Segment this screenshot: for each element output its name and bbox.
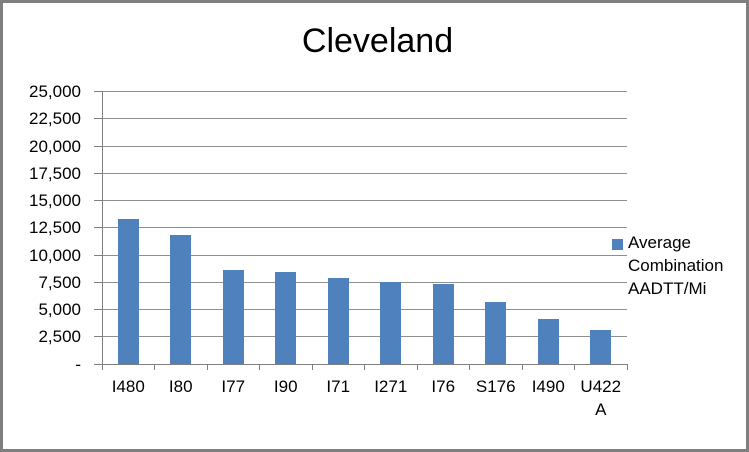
y-axis-tick-label: 15,000	[29, 191, 81, 210]
bar-i77	[222, 270, 244, 364]
gridline	[102, 254, 627, 256]
y-axis-tick-label: 2,500	[38, 327, 81, 347]
bar-i80	[170, 235, 192, 364]
y-axis-tick-label: 20,000	[29, 136, 81, 156]
x-axis-tick	[469, 364, 470, 370]
chart-title: Cleveland	[301, 22, 454, 60]
x-axis-category-label: I77	[221, 377, 246, 396]
y-axis-tick	[94, 309, 102, 310]
bar-i480	[117, 219, 139, 364]
y-axis-tick	[94, 91, 102, 92]
x-axis-tick	[154, 364, 155, 370]
y-axis-tick	[94, 227, 102, 229]
gridline	[102, 118, 627, 120]
x-axis-tick	[574, 364, 575, 370]
y-axis-tick-label: 12,500	[29, 218, 81, 238]
x-axis-tick	[626, 364, 628, 370]
y-axis-tick-label: 17,500	[29, 163, 81, 183]
bar-s176	[485, 302, 507, 364]
gridline	[102, 336, 627, 338]
bar-i76	[432, 284, 454, 364]
bar-i90	[275, 272, 297, 364]
y-axis-tick	[94, 254, 102, 256]
gridline	[102, 145, 627, 147]
x-axis-category-label: I480	[111, 377, 145, 396]
y-axis-tick-label: 5,000	[38, 300, 81, 319]
y-axis-tick	[94, 336, 102, 338]
x-axis-category-label: U422 A	[580, 377, 622, 419]
y-axis-tick-label: 25,000	[29, 82, 81, 101]
x-axis-tick	[521, 364, 523, 370]
x-axis-category-label: I490	[531, 377, 565, 396]
gridline	[102, 200, 627, 201]
y-axis-tick-label: 7,500	[38, 272, 81, 292]
y-axis-tick-label: 10,000	[29, 245, 81, 265]
x-axis-tick	[259, 364, 260, 370]
y-axis-tick-label: -	[75, 354, 81, 374]
x-axis-tick	[101, 364, 103, 370]
y-axis-tick	[94, 281, 102, 283]
x-axis-category-label: I271	[374, 377, 408, 396]
x-axis-category-label: S176	[475, 377, 516, 396]
bar-i271	[380, 282, 402, 364]
bar-i71	[327, 278, 349, 364]
x-axis-tick	[206, 364, 208, 370]
legend-label: Average Combination AADTT/Mi	[628, 233, 724, 298]
gridline	[102, 309, 627, 310]
bar-i490	[537, 319, 559, 364]
x-axis-tick	[364, 364, 365, 370]
bar-u422a	[590, 330, 612, 364]
y-axis-tick	[94, 172, 102, 174]
gridline	[102, 281, 627, 283]
y-axis-tick-label: 22,500	[29, 109, 81, 129]
x-axis-category-label: I76	[431, 377, 456, 396]
x-axis-tick	[416, 364, 418, 370]
gridline	[102, 172, 627, 174]
y-axis-tick	[94, 118, 102, 120]
y-axis-line	[102, 91, 103, 364]
x-axis-category-label: I71	[326, 377, 351, 396]
x-axis-category-label: I80	[168, 377, 193, 396]
y-axis-tick	[94, 200, 102, 201]
legend-marker-icon	[612, 239, 623, 250]
gridline	[102, 91, 627, 92]
x-axis-tick	[311, 364, 313, 370]
gridline	[102, 227, 627, 229]
x-axis-category-label: I90	[273, 377, 298, 396]
y-axis-tick	[94, 363, 102, 365]
y-axis-tick	[94, 145, 102, 147]
